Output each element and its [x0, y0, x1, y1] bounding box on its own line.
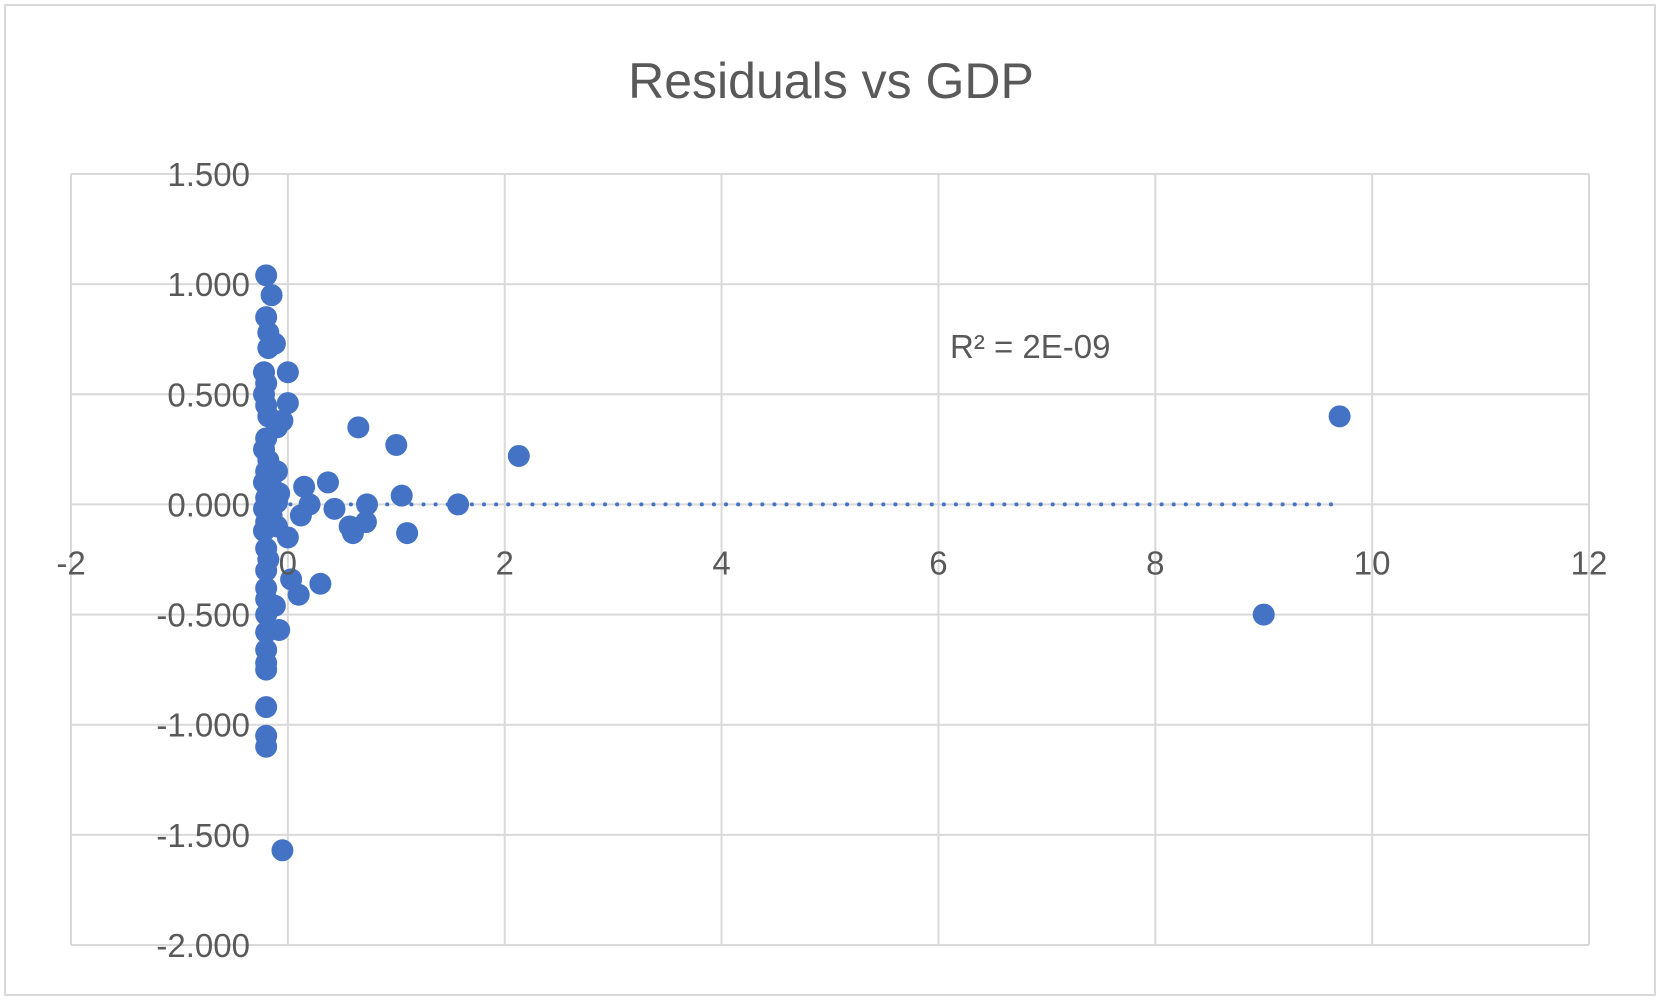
data-point [287, 583, 310, 606]
x-tick-label: 2 [496, 544, 514, 581]
x-tick-label: 10 [1354, 544, 1391, 581]
data-point [323, 497, 346, 520]
y-tick-label: 1.000 [167, 266, 250, 303]
data-point [390, 484, 413, 507]
data-point [255, 264, 278, 287]
data-point [1252, 603, 1275, 626]
y-tick-label: 0.500 [167, 376, 250, 413]
x-tick-label: -2 [56, 544, 85, 581]
y-tick-label: -1.500 [156, 817, 250, 854]
data-point [255, 696, 278, 719]
x-tick-label: 0 [279, 544, 297, 581]
data-point [1328, 405, 1351, 428]
x-tick-label: 6 [929, 544, 947, 581]
data-point [255, 559, 278, 582]
gridlines [70, 173, 1590, 946]
data-point [396, 522, 419, 545]
y-tick-label: -1.000 [156, 707, 250, 744]
y-tick-label: -0.500 [156, 597, 250, 634]
data-point [347, 416, 370, 439]
r-squared-annotation: R² = 2E-09 [950, 328, 1111, 365]
data-point [255, 603, 278, 626]
y-tick-label: -2.000 [156, 927, 250, 964]
data-point [257, 337, 280, 360]
data-point [447, 493, 470, 516]
chart-title: Residuals vs GDP [628, 53, 1034, 109]
data-point [253, 519, 276, 542]
data-point [356, 493, 379, 516]
y-tick-label: 1.500 [167, 156, 250, 193]
x-tick-label: 8 [1146, 544, 1164, 581]
data-point [316, 471, 339, 494]
data-point [507, 444, 530, 467]
x-tick-label: 12 [1571, 544, 1608, 581]
data-point [255, 735, 278, 758]
data-point [255, 621, 278, 644]
x-axis-tick-labels: -2 0 2 4 6 8 10 12 [56, 544, 1607, 581]
data-point [289, 504, 312, 527]
data-point [276, 526, 299, 549]
y-tick-label: 0.000 [167, 486, 250, 523]
data-point [276, 361, 299, 384]
data-point [255, 658, 278, 681]
data-point [260, 284, 283, 307]
y-axis-tick-labels: 1.500 1.000 0.500 0.000 -0.500 -1.000 -1.500 -2… [156, 156, 250, 964]
data-points [253, 264, 1351, 862]
data-point [385, 433, 408, 456]
x-tick-label: 4 [712, 544, 730, 581]
data-point [271, 839, 294, 862]
data-point [354, 511, 377, 534]
data-point [276, 392, 299, 415]
data-point [309, 572, 332, 595]
data-point [293, 475, 316, 498]
